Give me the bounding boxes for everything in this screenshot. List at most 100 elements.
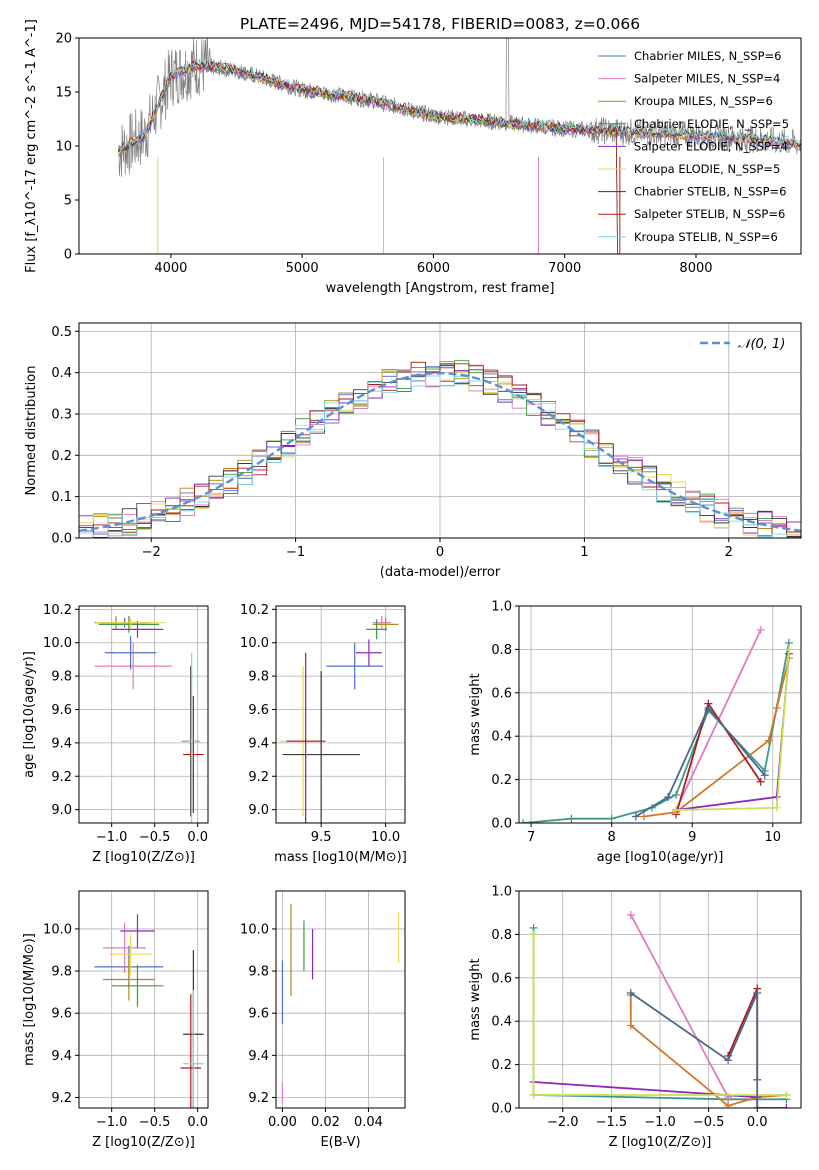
weight-marker — [626, 1021, 635, 1030]
chart-title: PLATE=2496, MJD=54178, FIBERID=0083, z=0… — [240, 15, 640, 33]
y-tick-label: 0.0 — [491, 1102, 512, 1117]
x-tick-label: 0.0 — [187, 830, 208, 845]
y-tick-label: 0.2 — [491, 773, 512, 788]
x-tick-label: 0.02 — [311, 1115, 340, 1130]
plot-area — [79, 360, 801, 538]
gaussian-curve — [79, 371, 801, 532]
weight-marker — [753, 1104, 762, 1108]
weight-marker — [760, 771, 769, 780]
plot-area — [94, 616, 204, 823]
axes-frame — [78, 605, 209, 824]
legend-label-7: Salpeter STELIB, N_SSP=6 — [634, 207, 785, 221]
y-tick-label: 0.4 — [51, 366, 72, 381]
y-tick-label: 9.4 — [51, 1049, 72, 1064]
weight-series-0 — [522, 642, 790, 823]
x-tick-label: 5000 — [286, 261, 319, 276]
x-tick-label: −0.5 — [139, 830, 171, 845]
y-tick-label: 5 — [64, 194, 72, 209]
y-tick-label: 10 — [55, 140, 72, 155]
y-tick-label: 9.6 — [248, 1007, 269, 1022]
x-axis-label: mass [log10(M/M⊙)] — [274, 850, 407, 865]
x-tick-label: −1.0 — [96, 830, 128, 845]
weight-marker — [772, 803, 781, 812]
weight-marker — [782, 1104, 791, 1108]
plot-area — [118, 38, 801, 254]
weight-marker — [529, 930, 538, 939]
histogram-8 — [79, 368, 801, 538]
legend-label-2: Kroupa MILES, N_SSP=6 — [634, 94, 773, 108]
axes-frame — [78, 322, 802, 539]
y-tick-label: 9.6 — [248, 703, 269, 718]
x-tick-label: 9.5 — [311, 830, 332, 845]
model-spectrum-8 — [118, 58, 801, 150]
y-axis-label: Flux [f_λ10^-17 erg cm^-2 s^-1 A^-1] — [24, 19, 39, 273]
y-tick-label: 0.5 — [51, 325, 72, 340]
x-axis-label: Z [log10(Z/Z⊙)] — [92, 1135, 195, 1150]
x-tick-label: −2 — [142, 545, 161, 560]
x-axis-label: E(B-V) — [320, 1135, 360, 1150]
y-tick-label: 0.2 — [491, 1058, 512, 1073]
x-tick-label: 10.0 — [371, 830, 400, 845]
x-axis-label: Z [log10(Z/Z⊙)] — [92, 850, 195, 865]
weight-marker — [672, 790, 681, 799]
y-tick-label: 10.0 — [240, 922, 269, 937]
y-axis-label: age [log10(age/yr)] — [22, 651, 37, 778]
axes-frame — [518, 890, 802, 1109]
y-tick-label: 9.0 — [51, 803, 72, 818]
panel-weight-vs-age: 7 8 9 10 0.0 0.2 0.4 0.6 0.8 1.0 age [log10(age/yr… — [468, 600, 802, 865]
y-tick-label: 9.4 — [248, 1049, 269, 1064]
x-tick-label: 0.0 — [187, 1115, 208, 1130]
y-tick-label: 1.0 — [491, 885, 512, 900]
x-tick-label: −1.5 — [596, 1115, 628, 1130]
y-tick-label: 0.0 — [51, 532, 72, 547]
y-tick-label: 1.0 — [491, 600, 512, 615]
weight-marker — [704, 703, 713, 712]
y-tick-label: 10.2 — [240, 603, 269, 618]
y-tick-label: 0.1 — [51, 490, 72, 505]
x-tick-label: −0.5 — [693, 1115, 725, 1130]
plot-area — [281, 903, 400, 1104]
weight-series-2 — [643, 657, 790, 818]
weight-marker — [607, 814, 616, 823]
y-tick-label: 9.8 — [248, 670, 269, 685]
y-tick-label: 0.2 — [51, 449, 72, 464]
weight-marker — [782, 1090, 791, 1099]
x-tick-label: 0.00 — [268, 1115, 297, 1130]
y-tick-label: 9.6 — [51, 1007, 72, 1022]
y-axis-label: mass weight — [468, 673, 483, 755]
x-tick-label: 0.0 — [747, 1115, 768, 1130]
y-tick-label: 0.6 — [491, 971, 512, 986]
y-tick-label: 9.0 — [248, 803, 269, 818]
x-axis-label: Z [log10(Z/Z⊙)] — [609, 1135, 712, 1150]
model-spectrum-7 — [118, 59, 618, 254]
y-tick-label: 15 — [55, 86, 72, 101]
panel-age-vs-mass: 9.5 10.0 9.0 9.2 9.4 9.6 9.8 10.0 10.2 mass [log1… — [240, 603, 407, 865]
legend-label-3: Chabrier ELODIE, N_SSP=5 — [634, 117, 789, 131]
y-tick-label: 0.0 — [491, 817, 512, 832]
plot-area — [94, 914, 204, 1108]
x-tick-label: 0.04 — [354, 1115, 383, 1130]
x-tick-label: 4000 — [154, 261, 187, 276]
x-axis-label: (data-model)/error — [380, 565, 501, 580]
x-axis-label: wavelength [Angstrom, rest frame] — [326, 281, 555, 296]
y-tick-label: 10.0 — [240, 636, 269, 651]
y-tick-label: 9.2 — [248, 1091, 269, 1106]
y-tick-label: 9.8 — [51, 965, 72, 980]
plot-area — [529, 910, 791, 1108]
weight-marker — [756, 625, 765, 634]
y-tick-label: 9.4 — [51, 736, 72, 751]
y-axis-label: mass [log10(M/M⊙)] — [22, 933, 37, 1066]
weight-series-1 — [630, 914, 729, 1098]
y-tick-label: 9.2 — [51, 770, 72, 785]
weight-marker — [519, 819, 528, 823]
panel-mass-vs-EBV: 0.00 0.02 0.04 9.2 9.4 9.6 9.8 10.0 E(B-V) — [240, 890, 406, 1150]
legend-label-5: Kroupa ELODIE, N_SSP=5 — [634, 162, 780, 176]
plot-area — [279, 616, 399, 823]
weight-marker — [639, 812, 648, 821]
y-tick-label: 9.8 — [248, 965, 269, 980]
plot-area — [519, 625, 793, 823]
y-tick-label: 0.6 — [491, 686, 512, 701]
x-tick-label: −2.0 — [547, 1115, 579, 1130]
y-tick-label: 0.4 — [491, 1015, 512, 1030]
